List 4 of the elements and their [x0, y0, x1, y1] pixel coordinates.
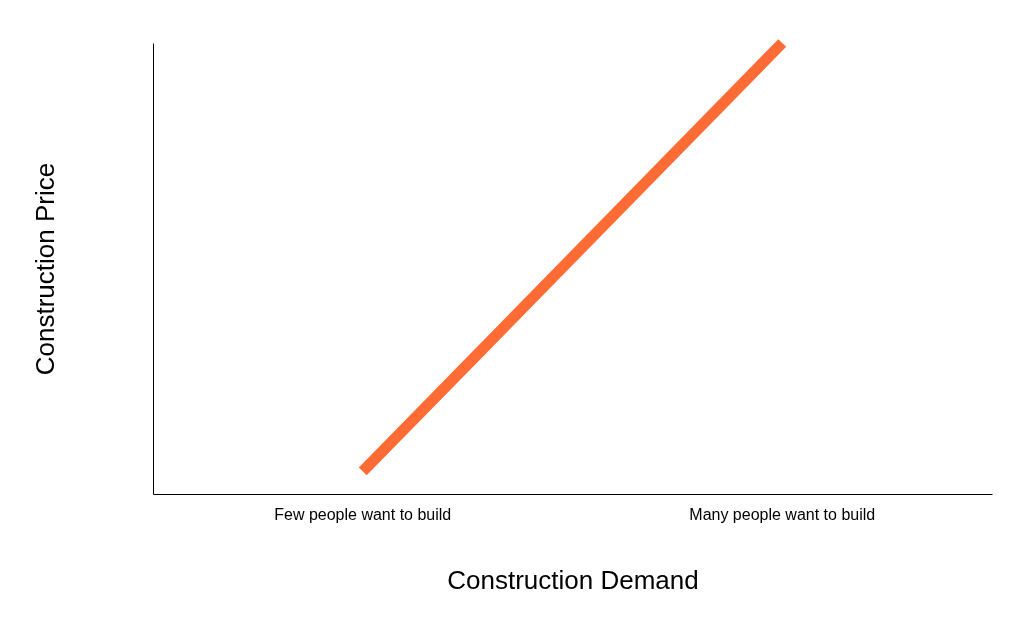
x-tick-label: Few people want to build — [274, 505, 452, 523]
x-axis-title: Construction Demand — [447, 564, 699, 595]
y-axis-title: Construction Price — [29, 162, 60, 376]
x-tick-label: Many people want to build — [689, 505, 876, 523]
